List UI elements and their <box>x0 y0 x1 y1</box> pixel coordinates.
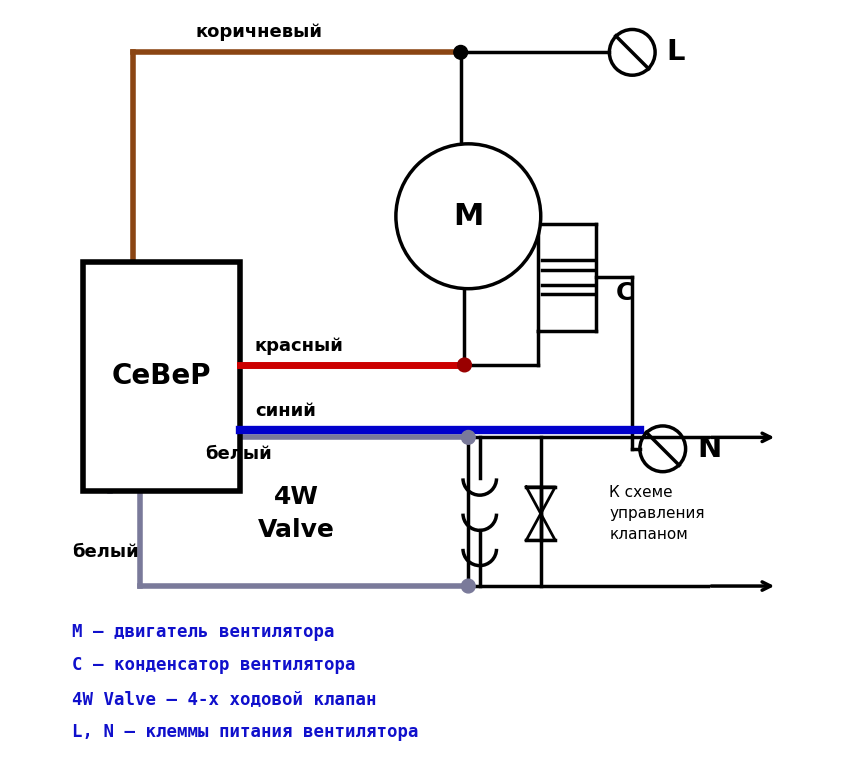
Text: C: C <box>615 280 634 304</box>
Text: L: L <box>667 38 685 66</box>
Text: коричневый: коричневый <box>195 23 322 41</box>
Text: белый: белый <box>72 543 139 561</box>
Circle shape <box>462 579 475 593</box>
Circle shape <box>396 144 541 289</box>
FancyBboxPatch shape <box>83 262 240 491</box>
Text: C – конденсатор вентилятора: C – конденсатор вентилятора <box>72 657 355 674</box>
Text: 4W
Valve: 4W Valve <box>259 485 335 542</box>
Text: 4W Valve – 4-х ходовой клапан: 4W Valve – 4-х ходовой клапан <box>72 690 377 708</box>
Circle shape <box>457 358 471 372</box>
Circle shape <box>462 431 475 444</box>
Circle shape <box>454 45 468 59</box>
Text: К схеме
управления
клапаном: К схеме управления клапаном <box>609 485 705 542</box>
Text: синий: синий <box>255 402 316 419</box>
Polygon shape <box>526 514 556 541</box>
Text: СеВеР: СеВеР <box>112 362 211 390</box>
Text: красный: красный <box>255 337 344 355</box>
Text: M – двигатель вентилятора: M – двигатель вентилятора <box>72 623 334 641</box>
Text: L, N – клеммы питания вентилятора: L, N – клеммы питания вентилятора <box>72 723 418 741</box>
Text: M: M <box>453 202 483 230</box>
Text: N: N <box>697 435 721 463</box>
Polygon shape <box>526 487 556 514</box>
Text: белый: белый <box>205 445 272 463</box>
